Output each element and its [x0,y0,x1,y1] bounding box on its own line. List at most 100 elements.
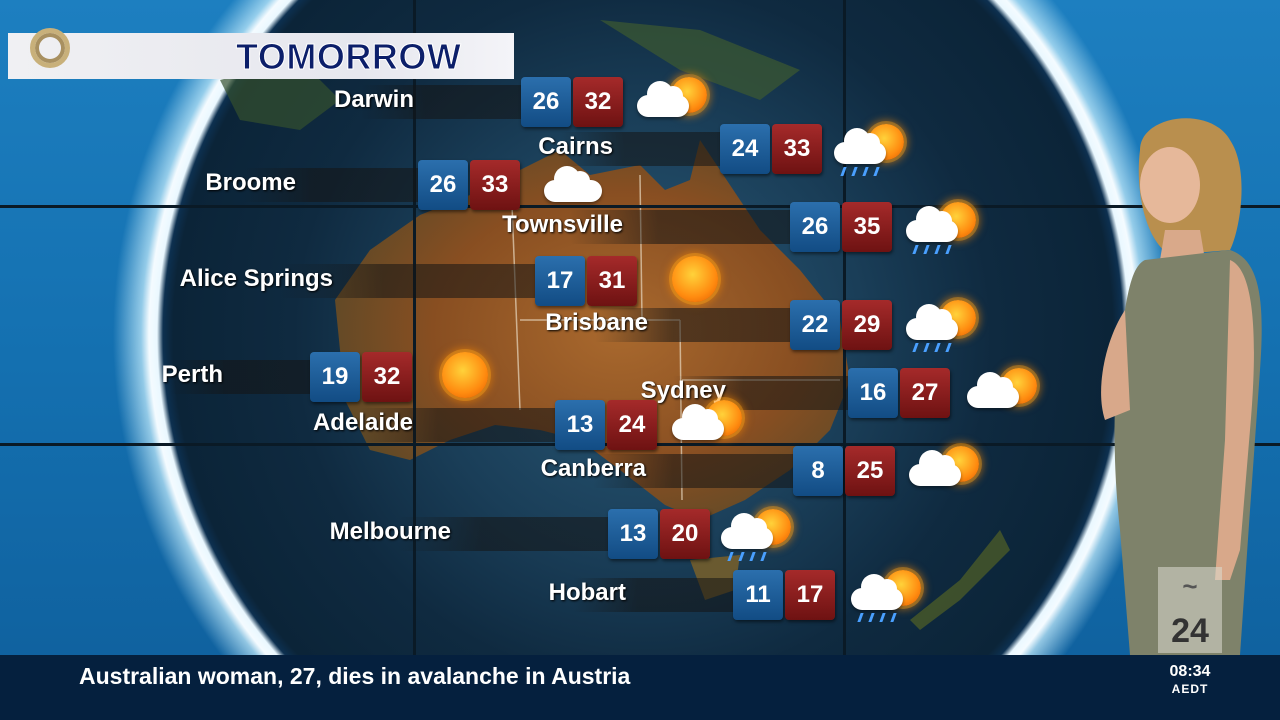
rain-drop [738,552,745,561]
max-temp: 24 [607,400,657,450]
city-forecast: Alice Springs 17 31 [0,256,1280,306]
city-forecast: Perth 19 32 [0,352,1280,402]
max-temp: 27 [900,368,950,418]
city-forecast: Darwin 26 32 [0,77,1280,127]
rain-drop [879,613,886,622]
min-temp: 8 [793,446,843,496]
video-wall-seam [0,205,1280,208]
city-name: Hobart [548,579,626,606]
cloud-shape [851,574,903,610]
min-temp: 13 [608,509,658,559]
presenter [1101,118,1262,655]
city-name: Canberra [540,455,646,482]
city-forecast: Brisbane 22 29 [0,300,1280,352]
partly-cloudy-icon [635,71,715,131]
city-name: Townsville [502,211,623,238]
max-temp: 35 [842,202,892,252]
rain-drop [934,245,941,254]
sun-shape [672,256,718,302]
rain-drop [912,245,919,254]
showers-sun-icon [719,503,799,563]
cloud-shape [909,450,961,486]
label-band [560,132,720,166]
city-forecast: Hobart 11 17 [0,570,1280,622]
video-wall-seam [413,0,416,655]
city-forecast: Cairns 24 33 [0,124,1280,176]
max-temp: 33 [772,124,822,174]
min-temp: 26 [790,202,840,252]
rain-drop [945,343,952,352]
clock-time: 08:34 [1169,663,1211,680]
partly-cloudy-icon [670,394,750,454]
news-ticker [0,655,1280,720]
partly-cloudy-icon [907,440,987,500]
abc-logo-icon: ~ [1182,571,1198,601]
cloud-shape [544,166,602,202]
min-temp: 11 [733,570,783,620]
max-temp: 33 [470,160,520,210]
showers-sun-icon [904,294,984,354]
label-band [243,168,418,202]
city-name: Brisbane [545,309,648,336]
cloud-shape [637,81,689,117]
city-name: Darwin [333,86,414,113]
city-name: Adelaide [312,409,413,436]
clock-timezone: AEDT [1171,682,1209,696]
min-temp: 19 [310,352,360,402]
sun-shape [442,352,488,398]
showers-sun-icon [904,196,984,256]
max-temp: 25 [845,446,895,496]
min-temp: 22 [790,300,840,350]
max-temp: 17 [785,570,835,620]
min-temp: 24 [720,124,770,174]
label-band [170,360,310,394]
rain-drop [727,552,734,561]
min-temp: 26 [521,77,571,127]
city-name: Sydney [640,377,726,404]
sunny-icon [434,346,514,406]
city-forecast: Adelaide 13 24 [0,400,1280,450]
cloud-shape [906,206,958,242]
rain-drop [749,552,756,561]
rain-drop [934,343,941,352]
abc-news-24-watermark: ~ 24 [1158,567,1222,653]
cloud-shape [906,304,958,340]
rain-drop [923,245,930,254]
label-band [398,517,608,551]
label-band [361,85,521,119]
ticker-headline: Australian woman, 27, dies in avalanche … [79,663,631,689]
city-name: Broome [205,169,296,196]
max-temp: 20 [660,509,710,559]
city-name: Cairns [538,133,613,160]
max-temp: 32 [362,352,412,402]
city-forecast: Canberra 8 25 [0,446,1280,496]
max-temp: 31 [587,256,637,306]
label-band [573,578,733,612]
min-temp: 13 [555,400,605,450]
city-name: Perth [161,361,223,388]
title-banner [8,33,514,79]
rain-drop [868,613,875,622]
rain-drop [857,613,864,622]
min-temp: 16 [848,368,898,418]
rain-drop [923,343,930,352]
label-band [570,210,790,244]
city-name: Alice Springs [179,265,333,292]
showers-sun-icon [832,118,912,178]
sunny-icon [664,250,744,310]
city-forecast: Broome 26 33 [0,160,1280,210]
channel-number: 24 [1171,612,1209,650]
min-temp: 17 [535,256,585,306]
max-temp: 32 [573,77,623,127]
city-forecast: Townsville 26 35 [0,202,1280,254]
partly-cloudy-icon [965,362,1045,422]
label-band [360,408,555,442]
label-band [595,308,790,342]
cloud-shape [967,372,1019,408]
cloud-shape [834,128,886,164]
cloud-shape [721,513,773,549]
cloud-shape [672,404,724,440]
rain-drop [912,343,919,352]
rain-drop [945,245,952,254]
